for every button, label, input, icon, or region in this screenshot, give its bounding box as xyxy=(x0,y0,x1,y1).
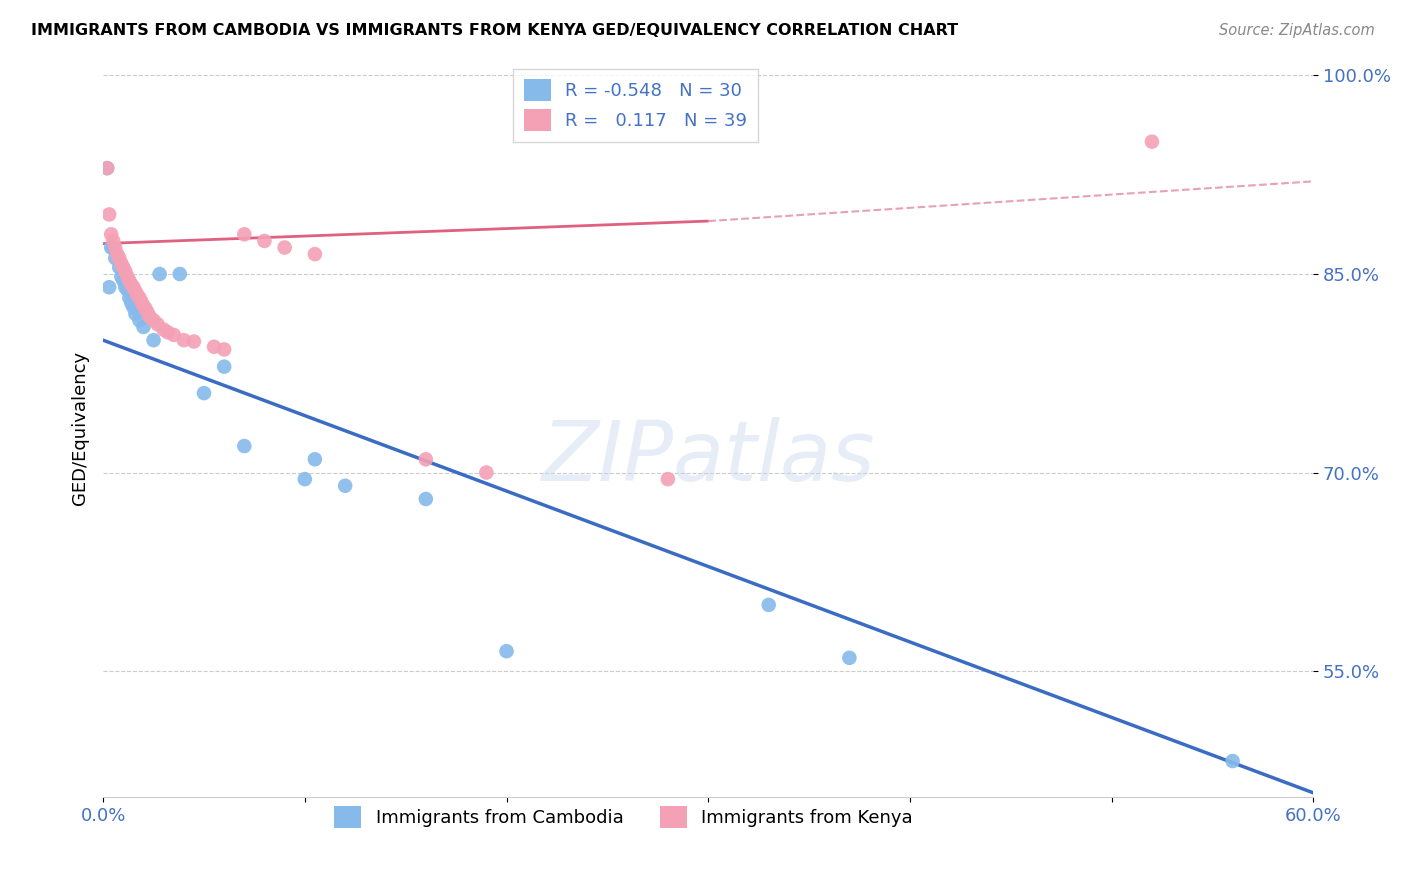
Point xyxy=(132,299,155,313)
Point xyxy=(146,318,169,332)
Point xyxy=(333,479,356,493)
Point xyxy=(156,325,179,339)
Legend: Immigrants from Cambodia, Immigrants from Kenya: Immigrants from Cambodia, Immigrants fro… xyxy=(328,799,920,836)
Point xyxy=(304,452,326,467)
Point xyxy=(142,333,165,347)
Point xyxy=(131,294,153,309)
Point xyxy=(127,288,149,302)
Point xyxy=(108,251,131,265)
Point xyxy=(304,247,326,261)
Point xyxy=(253,234,276,248)
Point xyxy=(415,452,437,467)
Point xyxy=(212,343,235,357)
Point xyxy=(110,256,132,270)
Point xyxy=(112,260,135,275)
Point xyxy=(1140,135,1163,149)
Point xyxy=(114,280,136,294)
Point xyxy=(108,260,131,275)
Point xyxy=(122,300,145,314)
Point xyxy=(98,207,121,221)
Point xyxy=(138,310,160,324)
Point xyxy=(838,650,860,665)
Point xyxy=(103,241,125,255)
Point xyxy=(117,283,139,297)
Point xyxy=(132,320,155,334)
Point xyxy=(100,241,122,255)
Point xyxy=(173,333,195,347)
Point xyxy=(294,472,316,486)
Point xyxy=(96,161,118,175)
Point xyxy=(1222,754,1244,768)
Point xyxy=(202,340,225,354)
Point xyxy=(273,241,295,255)
Point xyxy=(124,284,146,298)
Point xyxy=(152,322,174,336)
Point xyxy=(169,267,191,281)
Point xyxy=(118,291,141,305)
Point xyxy=(104,251,127,265)
Point xyxy=(100,227,122,242)
Point xyxy=(114,264,136,278)
Point xyxy=(128,291,150,305)
Point xyxy=(475,466,498,480)
Point xyxy=(117,269,139,284)
Point xyxy=(134,301,156,316)
Point xyxy=(212,359,235,374)
Point xyxy=(103,234,125,248)
Point xyxy=(149,267,172,281)
Point xyxy=(110,269,132,284)
Point xyxy=(112,274,135,288)
Point xyxy=(495,644,517,658)
Point xyxy=(118,274,141,288)
Point xyxy=(128,313,150,327)
Point xyxy=(122,280,145,294)
Point xyxy=(96,161,118,175)
Point xyxy=(105,247,128,261)
Point xyxy=(104,241,127,255)
Point xyxy=(120,277,142,292)
Point xyxy=(136,305,159,319)
Point xyxy=(183,334,205,349)
Point xyxy=(142,313,165,327)
Point xyxy=(415,491,437,506)
Text: ZIPatlas: ZIPatlas xyxy=(541,417,875,498)
Point xyxy=(163,327,186,342)
Point xyxy=(233,439,256,453)
Point xyxy=(98,280,121,294)
Point xyxy=(124,307,146,321)
Point xyxy=(233,227,256,242)
Point xyxy=(657,472,679,486)
Text: IMMIGRANTS FROM CAMBODIA VS IMMIGRANTS FROM KENYA GED/EQUIVALENCY CORRELATION CH: IMMIGRANTS FROM CAMBODIA VS IMMIGRANTS F… xyxy=(31,23,957,38)
Text: Source: ZipAtlas.com: Source: ZipAtlas.com xyxy=(1219,23,1375,38)
Y-axis label: GED/Equivalency: GED/Equivalency xyxy=(72,351,89,505)
Point xyxy=(758,598,780,612)
Point xyxy=(120,296,142,310)
Point xyxy=(193,386,215,401)
